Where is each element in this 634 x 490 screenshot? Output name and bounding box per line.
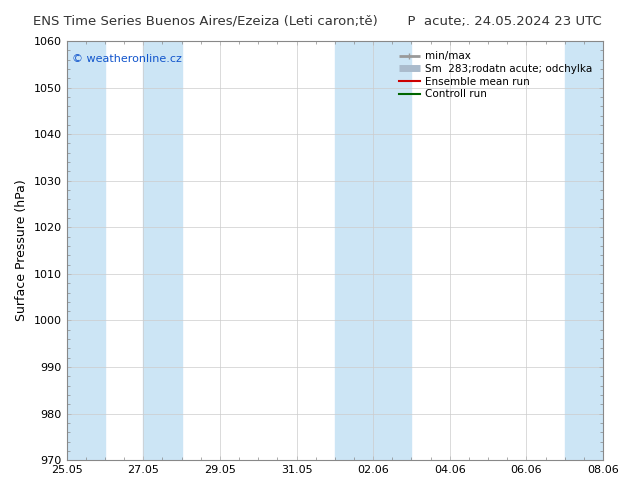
Legend: min/max, Sm  283;rodatn acute; odchylka, Ensemble mean run, Controll run: min/max, Sm 283;rodatn acute; odchylka, … bbox=[396, 49, 595, 102]
Bar bbox=[67, 41, 603, 460]
Text: ENS Time Series Buenos Aires/Ezeiza (Leti caron;tě)       P  acute;. 24.05.2024 : ENS Time Series Buenos Aires/Ezeiza (Let… bbox=[32, 15, 602, 28]
Bar bbox=[335, 41, 392, 460]
Bar bbox=[565, 41, 603, 460]
Text: © weatheronline.cz: © weatheronline.cz bbox=[72, 53, 182, 64]
Y-axis label: Surface Pressure (hPa): Surface Pressure (hPa) bbox=[15, 180, 28, 321]
Bar bbox=[392, 41, 411, 460]
Bar bbox=[67, 41, 105, 460]
Bar bbox=[143, 41, 181, 460]
